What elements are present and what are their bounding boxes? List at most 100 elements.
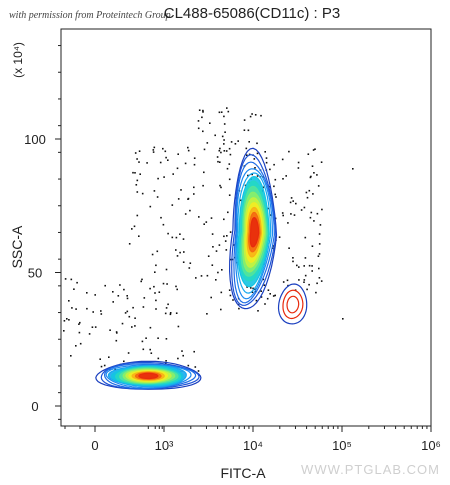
event-dot <box>352 168 354 170</box>
event-dot <box>135 184 138 186</box>
event-dot <box>257 310 259 312</box>
event-dot <box>265 157 268 159</box>
event-dot <box>193 350 195 353</box>
event-dot <box>140 280 142 283</box>
contour-ring <box>286 295 300 314</box>
event-dot <box>155 264 157 267</box>
event-dot <box>128 315 131 318</box>
event-dot <box>193 193 195 195</box>
event-dot <box>306 196 309 199</box>
event-dot <box>92 311 94 313</box>
event-dot <box>319 224 322 226</box>
event-dot <box>171 204 174 206</box>
event-dot <box>300 209 303 211</box>
event-dot <box>233 244 235 246</box>
event-dot <box>64 278 67 280</box>
event-dot <box>151 253 154 256</box>
event-dot <box>182 354 184 357</box>
event-dot <box>317 255 320 257</box>
event-dot <box>176 255 179 257</box>
event-dot <box>267 207 269 210</box>
x-tick-label-1: 10³ <box>155 438 174 453</box>
event-dot <box>88 333 91 335</box>
event-dot <box>256 152 259 155</box>
event-dot <box>214 134 216 137</box>
event-dot <box>243 129 246 131</box>
event-dot <box>318 277 321 279</box>
event-dot <box>154 271 156 273</box>
watermark-top: with permission from Proteintech Group <box>9 10 171 21</box>
event-dot <box>100 365 103 368</box>
event-dot <box>70 355 72 357</box>
event-dot <box>149 326 152 329</box>
event-dot <box>123 288 125 291</box>
event-dot <box>169 313 172 316</box>
event-dot <box>316 282 318 285</box>
event-dot <box>145 337 147 339</box>
event-dot <box>187 197 190 200</box>
event-dot <box>269 168 271 171</box>
event-dot <box>289 201 292 204</box>
event-dot <box>211 233 214 235</box>
event-dot <box>79 321 81 324</box>
event-dot <box>103 364 106 367</box>
event-dot <box>141 192 144 195</box>
event-dot <box>246 286 248 288</box>
event-dot <box>342 318 344 320</box>
event-dot <box>162 223 165 226</box>
event-dot <box>262 278 265 281</box>
event-dot <box>220 291 223 294</box>
event-dot <box>149 348 151 351</box>
event-dot <box>313 172 315 174</box>
event-dot <box>317 185 320 187</box>
event-dot <box>256 175 259 177</box>
event-dot <box>216 156 219 158</box>
event-dot <box>166 283 168 285</box>
event-dot <box>206 142 209 144</box>
event-dot <box>306 288 308 291</box>
event-dot <box>290 213 292 215</box>
event-dot <box>223 218 225 221</box>
event-dot <box>230 141 233 143</box>
event-dot <box>245 147 248 150</box>
event-dot <box>179 233 181 235</box>
y-tick-label-1: 50 <box>28 266 42 281</box>
event-dot <box>224 240 227 242</box>
event-dot <box>176 167 179 170</box>
event-dot <box>188 267 191 269</box>
event-dot <box>197 370 200 372</box>
event-dot <box>316 212 319 215</box>
event-dot <box>286 279 289 282</box>
event-dot <box>266 297 269 300</box>
x-axis-ticks <box>64 426 432 432</box>
event-dot <box>315 291 317 294</box>
event-dot <box>124 312 127 314</box>
event-dot <box>175 285 177 288</box>
event-dot <box>167 232 169 235</box>
event-dot <box>112 301 114 303</box>
event-dot <box>296 264 298 267</box>
event-dot <box>303 206 306 209</box>
event-dot <box>305 191 308 194</box>
event-dot <box>278 236 281 238</box>
event-dot <box>228 178 231 181</box>
event-dot <box>119 284 121 286</box>
event-dot <box>226 167 229 170</box>
contour-ring <box>233 161 276 304</box>
event-dot <box>169 312 172 314</box>
event-dot <box>251 291 254 293</box>
event-dot <box>303 281 305 283</box>
event-dot <box>164 150 167 153</box>
event-dot <box>292 260 294 263</box>
event-dot <box>86 292 88 294</box>
event-dot <box>127 352 130 354</box>
event-dot <box>134 152 137 154</box>
event-dot <box>238 307 240 310</box>
event-dot <box>295 202 297 205</box>
event-dot <box>225 249 228 251</box>
event-dot <box>260 290 262 292</box>
event-dot <box>293 214 296 216</box>
event-dot <box>153 285 155 288</box>
event-dot <box>117 295 120 297</box>
event-dot <box>142 306 145 308</box>
